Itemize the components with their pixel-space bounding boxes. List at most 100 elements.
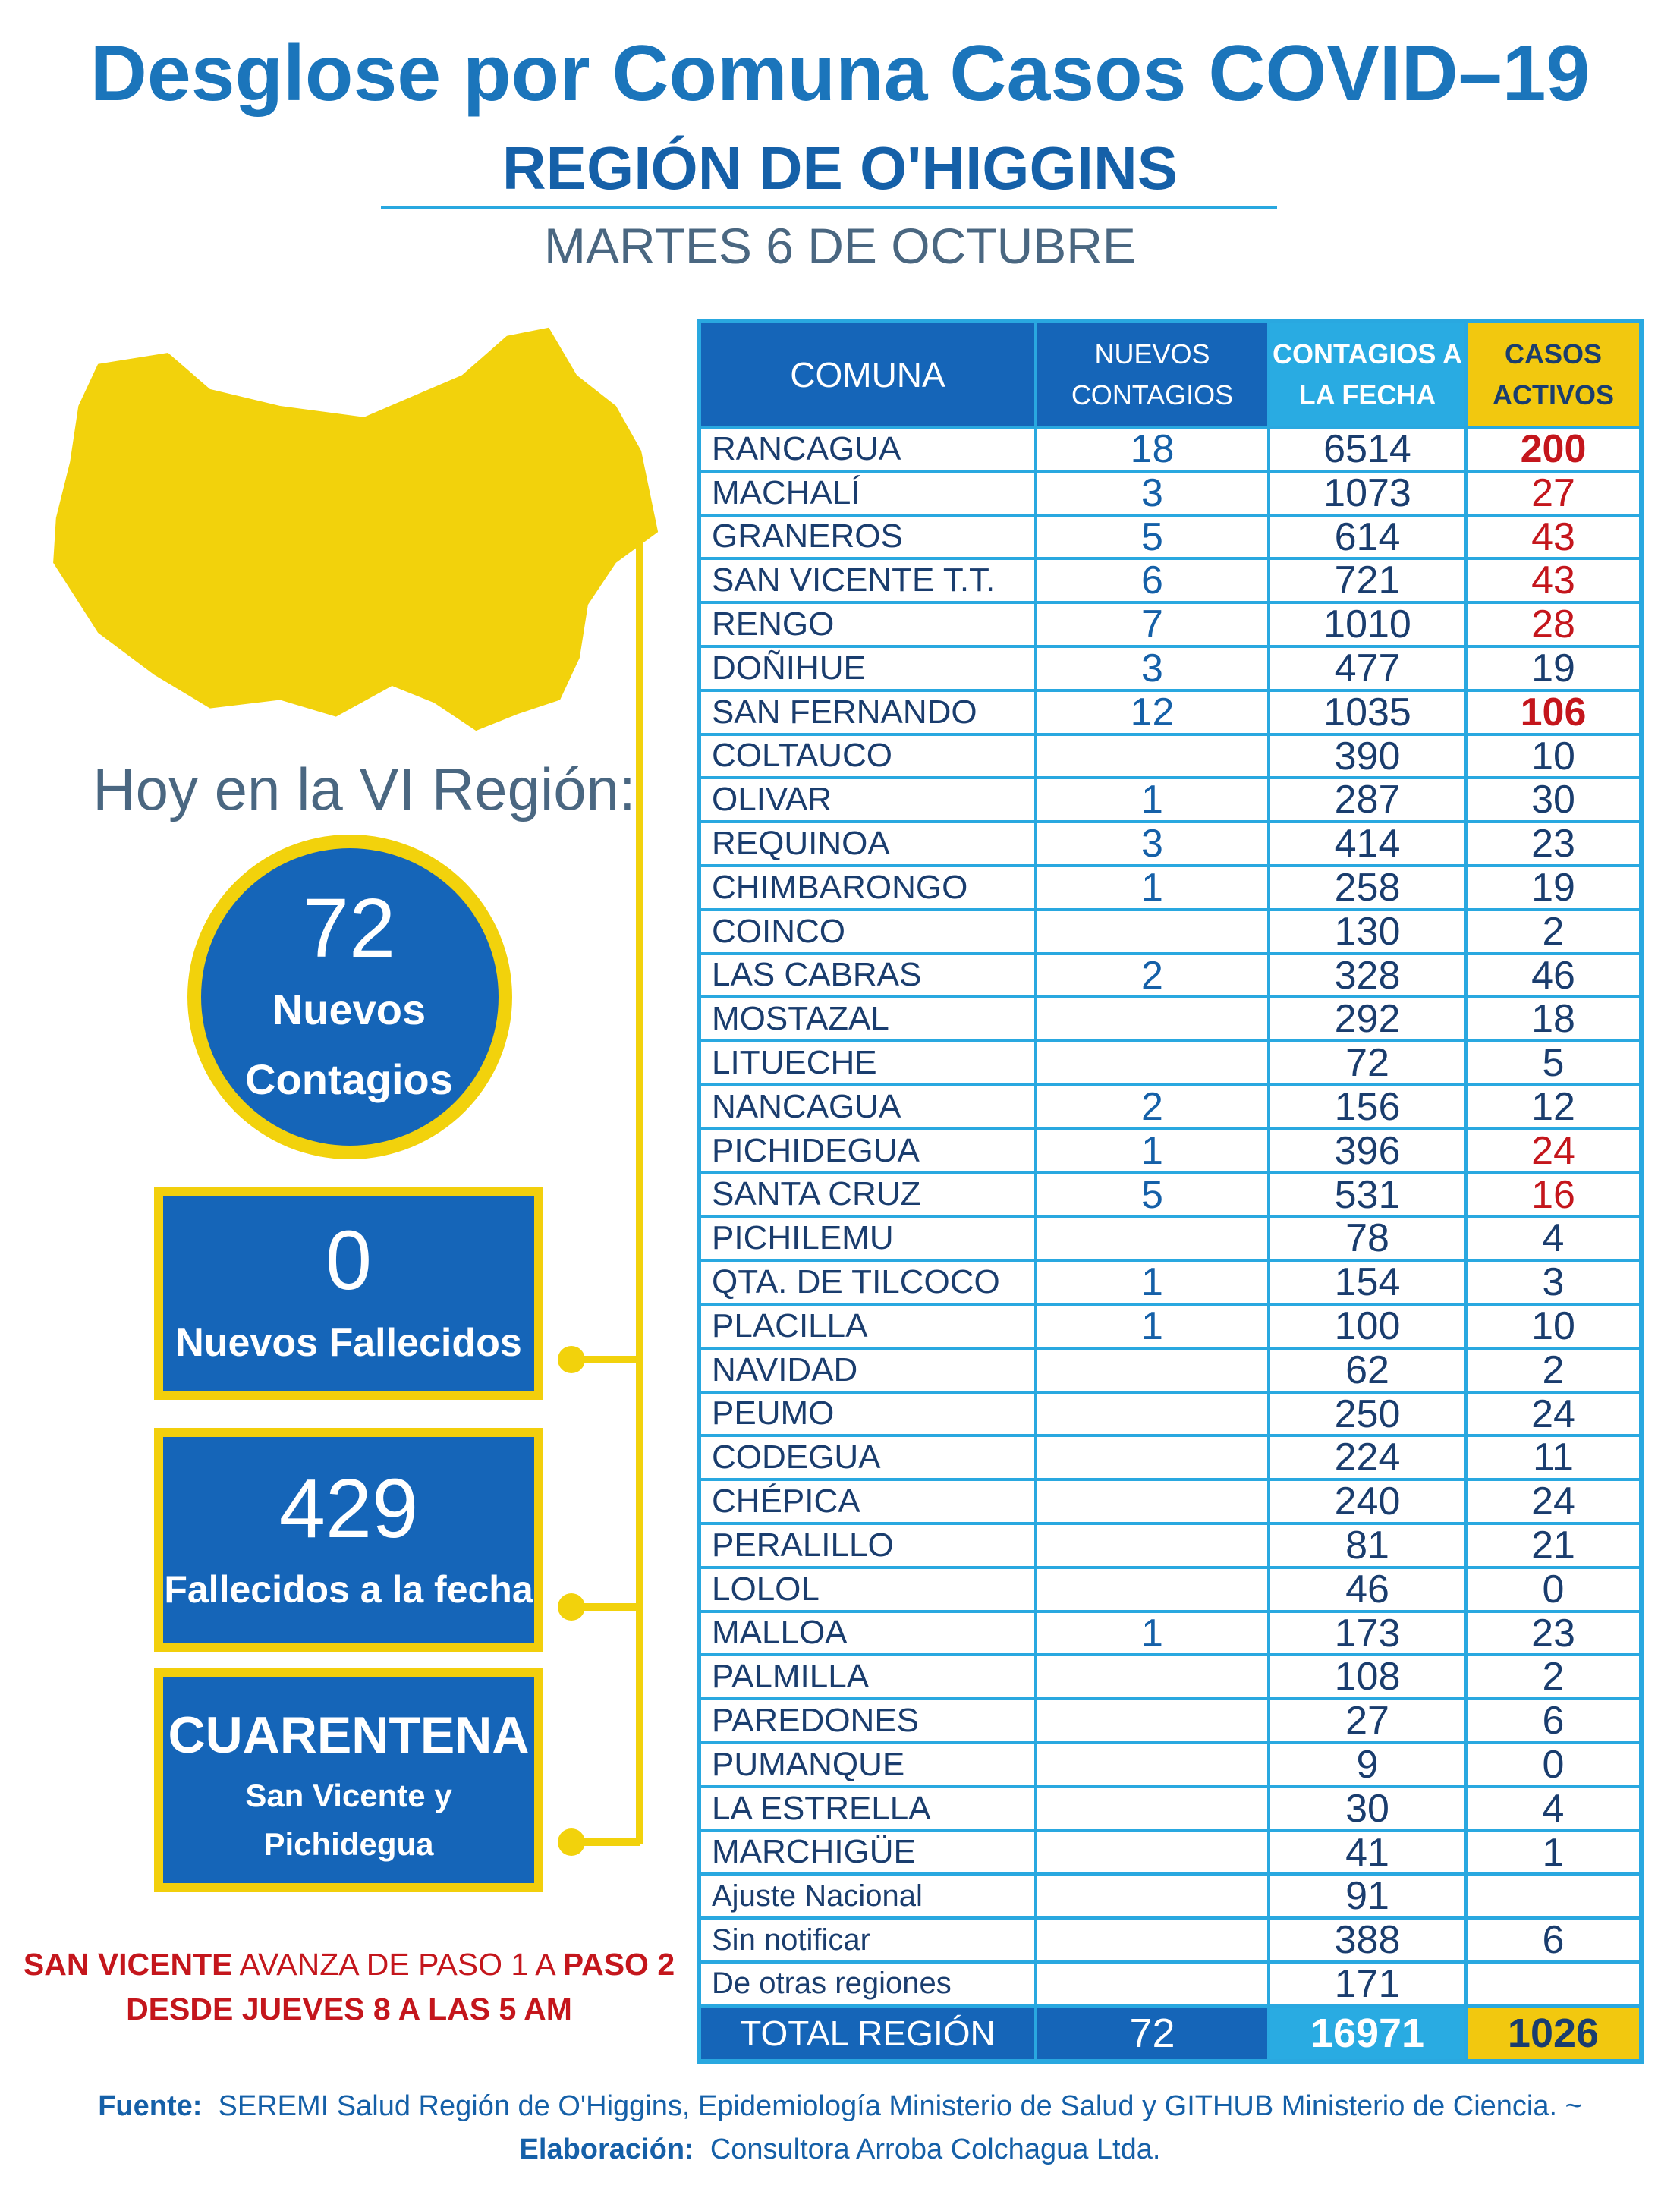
- value-cell: 1073: [1269, 471, 1466, 515]
- value-cell: 328: [1269, 954, 1466, 998]
- comuna-cell: MACHALÍ: [700, 470, 1036, 515]
- comuna-cell-text: PICHILEMU: [712, 1219, 894, 1257]
- total-deaths-label: Fallecidos a la fecha: [164, 1568, 533, 1611]
- value-cell: 100: [1269, 1304, 1466, 1348]
- value-cell: [1036, 1655, 1269, 1699]
- comuna-cell: RENGO: [700, 602, 1036, 646]
- value-cell: 16: [1466, 1173, 1641, 1217]
- value-cell: 5: [1466, 1041, 1641, 1085]
- value-cell-text: 3: [1141, 470, 1163, 515]
- value-cell: 81: [1269, 1523, 1466, 1567]
- column-header-text: CONTAGIOS: [1071, 379, 1234, 410]
- value-cell: 24: [1466, 1392, 1641, 1436]
- new-deaths-label: Nuevos Fallecidos: [175, 1321, 522, 1365]
- value-cell-text: 30: [1345, 1786, 1389, 1831]
- comuna-cell-text: COLTAUCO: [712, 737, 892, 775]
- notice: SAN VICENTE AVANZA DE PASO 1 A PASO 2: [15, 1947, 683, 1982]
- value-cell-text: 224: [1334, 1435, 1401, 1480]
- value-cell: 23: [1466, 1611, 1641, 1655]
- value-cell-text: 4: [1542, 1786, 1565, 1831]
- value-cell: 4: [1466, 1787, 1641, 1831]
- value-cell: 18: [1466, 997, 1641, 1041]
- value-cell: 27: [1269, 1699, 1466, 1743]
- value-cell: 2: [1036, 954, 1269, 998]
- comuna-cell-text: PLACILLA: [712, 1306, 868, 1344]
- value-cell: 6: [1466, 1918, 1641, 1962]
- value-cell-text: 27: [1531, 470, 1575, 515]
- value-cell-text: 5: [1141, 514, 1163, 559]
- value-cell: [1466, 1962, 1641, 2006]
- value-cell-text: 1: [1141, 1260, 1163, 1305]
- value-cell-text: 3: [1141, 822, 1163, 866]
- value-cell-text: 81: [1345, 1523, 1389, 1567]
- value-cell: 240: [1269, 1479, 1466, 1523]
- comuna-cell-text: CHÉPICA: [712, 1483, 860, 1520]
- value-cell: 0: [1466, 1743, 1641, 1787]
- comuna-cell-text: MALLOA: [712, 1614, 848, 1652]
- value-cell: 28: [1466, 602, 1641, 646]
- comuna-cell: CHIMBARONGO: [700, 866, 1036, 910]
- value-cell: 2: [1466, 1655, 1641, 1699]
- value-cell: 287: [1269, 778, 1466, 822]
- column-header-text: NUEVOS: [1094, 338, 1210, 369]
- value-cell: 258: [1269, 866, 1466, 910]
- value-cell-text: 2: [1141, 953, 1163, 998]
- summary-heading: Hoy en la VI Región:: [93, 756, 636, 822]
- value-cell-text: 6: [1542, 1918, 1565, 1963]
- value-cell: 1: [1036, 1304, 1269, 1348]
- comuna-cell: LA ESTRELLA: [700, 1786, 1036, 1831]
- column-header-text: ACTIVOS: [1492, 379, 1614, 410]
- value-cell: 18: [1036, 427, 1269, 471]
- comuna-cell: SANTA CRUZ: [700, 1172, 1036, 1217]
- comuna-cell-text: PALMILLA: [712, 1658, 870, 1696]
- value-cell: 4: [1466, 1216, 1641, 1260]
- value-cell: 5: [1036, 515, 1269, 559]
- comuna-cell: MOSTAZAL: [700, 997, 1036, 1042]
- comuna-cell-text: PAREDONES: [712, 1702, 920, 1740]
- value-cell-text: 6: [1141, 558, 1163, 603]
- value-cell: 41: [1269, 1831, 1466, 1875]
- value-cell-text: 9: [1356, 1742, 1379, 1787]
- comuna-cell-text: CHIMBARONGO: [712, 868, 968, 906]
- value-cell-text: 3: [1542, 1260, 1565, 1305]
- value-cell: 46: [1466, 954, 1641, 998]
- value-cell: [1036, 1216, 1269, 1261]
- value-cell: 3: [1466, 1260, 1641, 1304]
- value-cell: 6: [1036, 558, 1269, 602]
- value-cell: 78: [1269, 1216, 1466, 1260]
- comuna-cell: CODEGUA: [700, 1435, 1036, 1480]
- total-cell: TOTAL REGIÓN: [700, 2005, 1036, 2061]
- notice-text: DESDE JUEVES 8 A LAS 5 AM: [126, 1992, 572, 2026]
- value-cell-text: 24: [1531, 1479, 1575, 1524]
- value-cell-text: 11: [1533, 1435, 1574, 1480]
- value-cell-text: 43: [1531, 514, 1575, 559]
- title: Desglose por Comuna Casos COVID–19: [90, 30, 1590, 118]
- value-cell-text: 21: [1531, 1523, 1575, 1567]
- value-cell: 43: [1466, 515, 1641, 559]
- value-cell: [1036, 1041, 1269, 1085]
- value-cell-text: 7: [1141, 602, 1163, 647]
- value-cell: 30: [1466, 778, 1641, 822]
- value-cell: [1036, 1786, 1269, 1831]
- comuna-cell: NANCAGUA: [700, 1085, 1036, 1129]
- comuna-cell-text: RENGO: [712, 605, 835, 643]
- column-header: COMUNA: [700, 322, 1036, 427]
- value-cell: [1036, 997, 1269, 1042]
- value-cell-text: 62: [1345, 1347, 1389, 1392]
- comuna-cell: PICHILEMU: [700, 1216, 1036, 1261]
- value-cell: 30: [1269, 1787, 1466, 1831]
- value-cell: 3: [1036, 471, 1269, 515]
- value-cell: 27: [1466, 471, 1641, 515]
- value-cell: [1036, 1830, 1269, 1875]
- value-cell-text: 12: [1130, 690, 1175, 734]
- value-cell-text: 130: [1334, 909, 1401, 954]
- value-cell: 12: [1036, 690, 1269, 734]
- value-cell-text: 24: [1531, 1128, 1575, 1173]
- value-cell: [1036, 1743, 1269, 1787]
- new-cases-value: 72: [302, 882, 396, 975]
- quarantine-text: San Vicente y: [245, 1778, 452, 1813]
- comuna-cell: OLIVAR: [700, 778, 1036, 822]
- comuna-cell: QTA. DE TILCOCO: [700, 1260, 1036, 1304]
- divider: [381, 206, 1277, 209]
